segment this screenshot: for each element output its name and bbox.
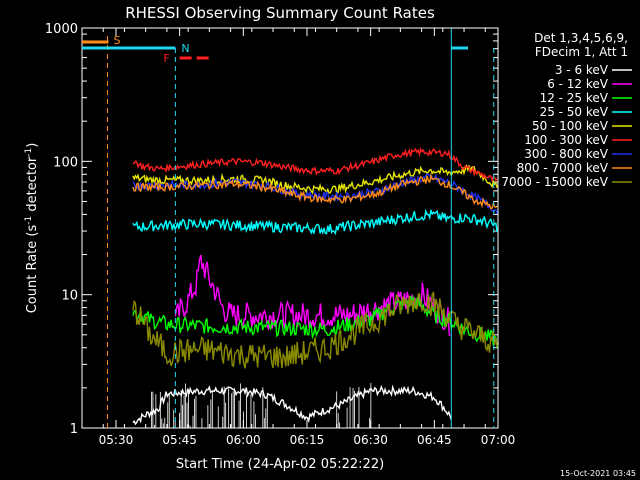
series-line	[132, 163, 498, 195]
series-50-100-kev	[132, 163, 498, 195]
y-axis-label: Count Rate (s-1 detector-1)	[24, 143, 40, 314]
series-800-7000-kev	[132, 172, 498, 210]
y-axis-label-mid: detector	[25, 156, 40, 216]
series-25-50-kev	[132, 208, 498, 236]
y-axis-label-main: Count Rate (s	[25, 225, 40, 314]
series-line	[132, 384, 452, 426]
legend-entry: 6 - 12 keV	[547, 77, 632, 91]
night-flag-label: N	[181, 42, 189, 55]
legend-entry: 12 - 25 keV	[540, 91, 632, 105]
legend-entry: 50 - 100 keV	[532, 119, 632, 133]
legend-entry-label: 300 - 800 keV	[524, 147, 608, 161]
plot-frame	[81, 27, 499, 429]
series-7000-15000-kev	[132, 291, 498, 369]
x-tick-label: 06:15	[290, 433, 325, 447]
legend-entry: 7000 - 15000 keV	[501, 175, 632, 189]
legend-entry-label: 50 - 100 keV	[532, 119, 609, 133]
legend-entry: 100 - 300 keV	[524, 133, 632, 147]
y-axis-label-end: )	[25, 143, 40, 148]
series-100-300-kev	[132, 147, 498, 183]
footer-timestamp: 15-Oct-2021 03:45	[560, 469, 636, 478]
x-tick-label: 06:00	[226, 433, 261, 447]
legend-entry-label: 3 - 6 keV	[555, 63, 609, 77]
legend-entry-label: 12 - 25 keV	[540, 91, 609, 105]
y-tick-label: 10	[61, 289, 78, 304]
saa-flag-label: S	[113, 34, 120, 47]
legend-entry-label: 800 - 7000 keV	[517, 161, 609, 175]
flare-flag-label: F	[163, 52, 169, 65]
legend-entry: 800 - 7000 keV	[517, 161, 632, 175]
series-6-12-kev	[174, 254, 451, 337]
x-tick-label: 06:30	[353, 433, 388, 447]
y-axis-label-sup2: -1	[24, 148, 34, 157]
legend: Det 1,3,4,5,6,9, FDecim 1, Att 1 3 - 6 k…	[501, 31, 632, 189]
plot-border	[81, 27, 499, 429]
series-12-25-kev	[132, 294, 498, 348]
x-tick-label: 05:45	[162, 433, 197, 447]
legend-entry-label: 25 - 50 keV	[540, 105, 609, 119]
legend-entry: 25 - 50 keV	[540, 105, 632, 119]
legend-header-line1: Det 1,3,4,5,6,9,	[534, 31, 628, 45]
legend-entry: 300 - 800 keV	[524, 147, 632, 161]
x-tick-label: 05:30	[99, 433, 134, 447]
y-axis-label-sup1: -1	[24, 216, 34, 225]
series-line	[132, 147, 498, 183]
series-line	[132, 172, 498, 210]
x-tick-label: 07:00	[481, 433, 516, 447]
legend-header-line2: FDecim 1, Att 1	[535, 45, 628, 59]
x-tick-label: 06:45	[417, 433, 452, 447]
series-line	[132, 291, 498, 369]
series-line	[132, 208, 498, 236]
y-tick-label: 1	[70, 422, 78, 437]
x-axis-label: Start Time (24-Apr-02 05:22:22)	[176, 457, 384, 472]
x-axis: 05:30 05:45 06:00 06:15 06:30 06:45 07:00	[81, 28, 516, 447]
legend-entry-label: 6 - 12 keV	[547, 77, 609, 91]
y-tick-label: 1000	[45, 22, 78, 37]
flag-layer: S NF	[82, 28, 495, 428]
series-3-6-kev	[132, 384, 452, 426]
y-tick-label: 100	[53, 155, 78, 170]
legend-entry-label: 7000 - 15000 keV	[501, 175, 608, 189]
series-line	[132, 294, 498, 348]
chart-title: RHESSI Observing Summary Count Rates	[125, 4, 435, 22]
series-line	[174, 254, 451, 337]
legend-entry-label: 100 - 300 keV	[524, 133, 608, 147]
legend-entry: 3 - 6 keV	[555, 63, 632, 77]
